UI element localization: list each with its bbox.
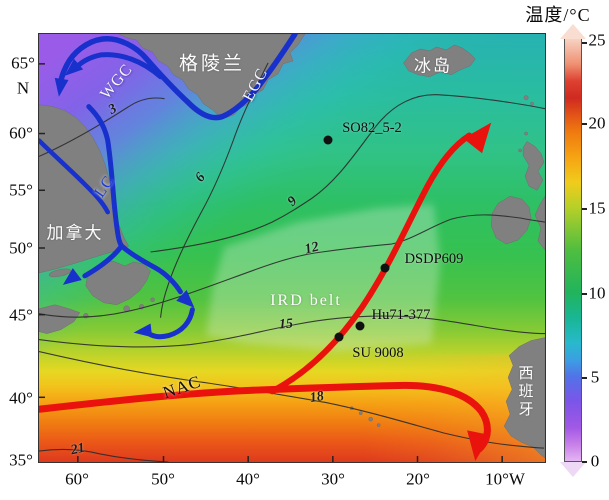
land-ireland bbox=[490, 195, 532, 245]
land-faroe-1 bbox=[523, 95, 529, 101]
cold-currents bbox=[39, 34, 298, 340]
land-azores-3 bbox=[368, 416, 373, 422]
colorbar-tickmark-10 bbox=[582, 293, 587, 295]
y-axis-label-50: 50° bbox=[9, 238, 33, 258]
contour-label-18: 18 bbox=[308, 388, 326, 407]
colorbar-title: 温度/°C bbox=[525, 5, 591, 25]
site-dot-so82 bbox=[323, 135, 333, 145]
warm-current-arrowheads bbox=[463, 122, 492, 462]
region-label-greenland: 格陵兰 bbox=[178, 53, 246, 75]
ird-belt-region bbox=[206, 204, 441, 352]
site-label-dsdp609: DSDP609 bbox=[404, 250, 464, 267]
y-axis-label-45: 45° bbox=[9, 305, 33, 325]
current-nac-main bbox=[39, 381, 491, 453]
land-scotland bbox=[522, 141, 545, 191]
x-axis-label-10w: 10°W bbox=[485, 469, 525, 489]
lc-arrowhead-sw bbox=[62, 268, 82, 285]
wgc-arrowhead-outer bbox=[54, 77, 69, 97]
warm-currents bbox=[39, 132, 491, 453]
map-area bbox=[38, 33, 546, 463]
current-egc-wgc bbox=[58, 34, 298, 121]
contour-6c bbox=[159, 62, 269, 318]
contour-21c bbox=[39, 448, 169, 462]
region-label-canada: 加拿大 bbox=[46, 223, 104, 243]
colorbar-tick-5: 5 bbox=[590, 367, 600, 387]
y-axis-label-40: 40° bbox=[9, 388, 33, 408]
colorbar-tick-0: 0 bbox=[590, 451, 600, 471]
y-axis-label-n: N bbox=[16, 78, 30, 98]
region-label-iceland: 冰岛 bbox=[414, 56, 452, 76]
land-anticosti bbox=[48, 268, 71, 278]
current-lc-main bbox=[86, 104, 183, 295]
land-masses bbox=[39, 34, 545, 459]
land-azores-2 bbox=[358, 411, 363, 416]
contour-label-15: 15 bbox=[278, 316, 294, 333]
colorbar-tickmark-5 bbox=[582, 377, 587, 379]
y-axis-label-60: 60° bbox=[9, 123, 33, 143]
colorbar-tick-20: 20 bbox=[588, 113, 606, 133]
current-nac-ne-branch bbox=[269, 132, 473, 395]
x-axis-label-60w: 60° bbox=[65, 469, 89, 489]
colorbar-tickmark-0 bbox=[582, 461, 587, 463]
y-axis-label-65: 65° bbox=[11, 53, 35, 73]
land-nova-scotia bbox=[39, 304, 81, 334]
site-label-so82: SO82_5-2 bbox=[342, 119, 402, 136]
colorbar-tickmark-25 bbox=[582, 42, 587, 44]
site-dot-su9008 bbox=[334, 332, 344, 342]
axis-ticks bbox=[39, 63, 503, 462]
x-axis-label-40w: 40° bbox=[236, 469, 260, 489]
land-azores-4 bbox=[376, 423, 381, 428]
colorbar-tick-10: 10 bbox=[588, 283, 606, 303]
land-england-edge bbox=[534, 195, 545, 251]
land-islet-3 bbox=[150, 297, 155, 302]
contour-9c bbox=[150, 94, 545, 253]
land-shetland bbox=[524, 131, 528, 136]
x-axis-label-30w: 30° bbox=[321, 469, 345, 489]
contour-label-21: 21 bbox=[69, 440, 87, 459]
site-label-su9008: SU 9008 bbox=[352, 344, 404, 361]
current-lc-sw-branch bbox=[82, 243, 125, 279]
y-axis-label-35: 35° bbox=[9, 450, 33, 470]
current-wgc-branch bbox=[74, 52, 164, 80]
y-axis-label-55: 55° bbox=[9, 180, 33, 200]
contour-3c bbox=[39, 97, 165, 157]
isotherm-contours bbox=[39, 62, 545, 462]
sea-warm-southeast-overlay bbox=[250, 354, 545, 462]
x-axis-label-20w: 20° bbox=[406, 469, 430, 489]
ird-belt-label: IRD belt bbox=[270, 292, 342, 309]
land-hebrides bbox=[518, 148, 522, 153]
colorbar-tickmark-15 bbox=[582, 208, 587, 210]
wgc-arrowhead-inner bbox=[64, 58, 84, 76]
site-label-hu71: Hu71-377 bbox=[371, 306, 431, 323]
contour-18c bbox=[39, 350, 545, 449]
map-canvas bbox=[39, 34, 545, 462]
x-axis-label-50w: 50° bbox=[151, 469, 175, 489]
current-lc-loop bbox=[148, 307, 195, 340]
colorbar-tickmark-20 bbox=[582, 123, 587, 125]
colorbar-arrow-down bbox=[560, 462, 586, 477]
cold-current-arrowheads bbox=[54, 58, 195, 338]
land-spain bbox=[503, 337, 545, 459]
current-baffin-arc bbox=[39, 138, 110, 215]
lc-arrowhead-se bbox=[176, 290, 195, 308]
contour-12c bbox=[39, 214, 545, 318]
site-dot-hu71 bbox=[355, 321, 365, 331]
land-newfoundland bbox=[85, 260, 151, 305]
colorbar bbox=[564, 38, 582, 462]
colorbar-arrow-up bbox=[560, 24, 586, 39]
site-dot-dsdp609 bbox=[380, 263, 390, 273]
lc-arrowhead-west bbox=[133, 323, 153, 338]
nac-arrowhead-ne bbox=[463, 122, 492, 154]
colorbar-tick-25: 25 bbox=[588, 30, 606, 50]
nac-arrowhead-south bbox=[467, 430, 491, 462]
colorbar-tick-15: 15 bbox=[588, 198, 606, 218]
contour-15c bbox=[39, 315, 545, 348]
region-label-spain: 西班牙 bbox=[516, 365, 533, 419]
land-faroe-2 bbox=[530, 101, 534, 106]
land-iceland bbox=[403, 44, 476, 78]
